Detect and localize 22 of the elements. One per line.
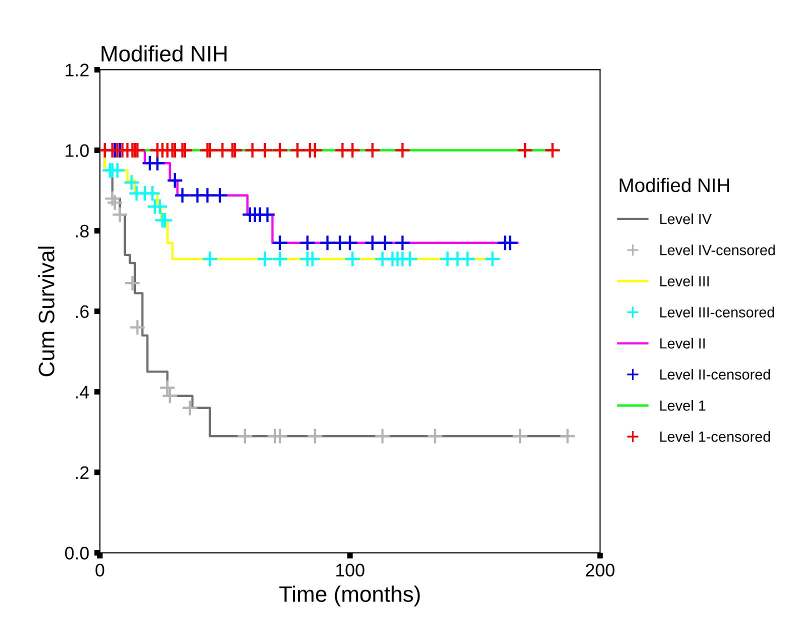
y-tick-label: .4 [76,386,89,398]
legend-label: Level 1-censored [660,431,770,442]
y-tick-label: .2 [76,466,89,479]
legend-label: Level IV [660,213,712,224]
legend-label: Level II [660,338,705,349]
chart-title: Modified NIH [102,45,227,62]
x-tick-label: 200 [586,564,614,577]
legend-title: Modified NIH [620,178,729,192]
y-tick-label: .8 [76,224,89,238]
y-tick-label: 1.0 [66,144,89,157]
y-tick-label: .6 [76,305,89,318]
legend-label: Level III-censored [660,306,774,318]
y-tick-label: 1.2 [66,64,89,76]
x-axis-title: Time (months) [279,586,420,606]
x-tick-label: 0 [96,564,104,577]
x-tick-label: 100 [336,564,364,577]
legend-label: Level III [660,276,709,286]
y-tick-label: 0.0 [65,546,89,560]
legend-label: Level IV-censored [660,244,775,256]
y-axis-title: Cum Survival [38,246,54,376]
legend-label: Level II-censored [660,368,770,380]
legend-label: Level 1 [660,400,706,411]
